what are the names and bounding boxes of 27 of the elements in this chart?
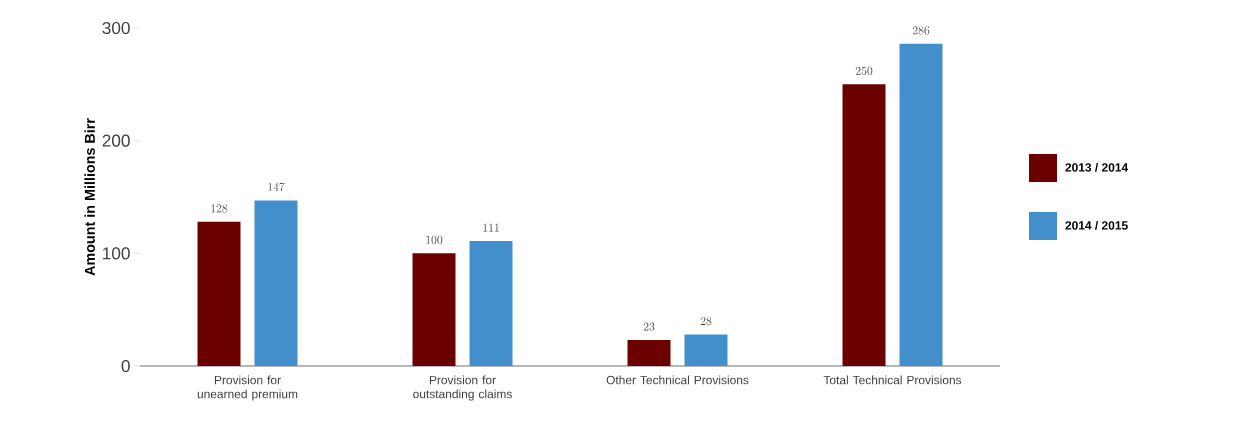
bar	[627, 340, 671, 366]
legend-label: 2014 / 2015	[1065, 220, 1128, 230]
y-axis-title: Amount in Millions Birr	[84, 118, 95, 276]
x-tick-label: Total Technical Provisions	[823, 375, 962, 385]
y-tick-label: 200	[102, 134, 130, 147]
bar	[254, 200, 298, 366]
data-label: 100	[426, 235, 443, 245]
bar	[684, 334, 728, 366]
x-tick-label: Other Technical Provisions	[606, 375, 749, 385]
x-tick-label: Provision for outstanding claims	[413, 375, 512, 401]
y-tick-label: 100	[103, 247, 130, 260]
data-label: 111	[483, 223, 499, 232]
data-label: 128	[211, 204, 228, 213]
data-label: 23	[643, 322, 655, 331]
bar	[469, 240, 513, 366]
y-tick-label: 300	[102, 21, 130, 35]
bar	[899, 43, 943, 366]
bar	[197, 221, 241, 366]
data-label: 28	[700, 316, 712, 326]
x-tick-label: Provision for unearned premium	[197, 375, 298, 401]
bar	[842, 84, 886, 366]
bar	[412, 253, 456, 366]
data-label: 147	[268, 182, 285, 192]
legend-label: 2013 / 2014	[1065, 162, 1129, 172]
y-tick-label: 0	[121, 359, 130, 373]
data-label: 286	[912, 26, 930, 35]
data-label: 250	[855, 66, 873, 76]
